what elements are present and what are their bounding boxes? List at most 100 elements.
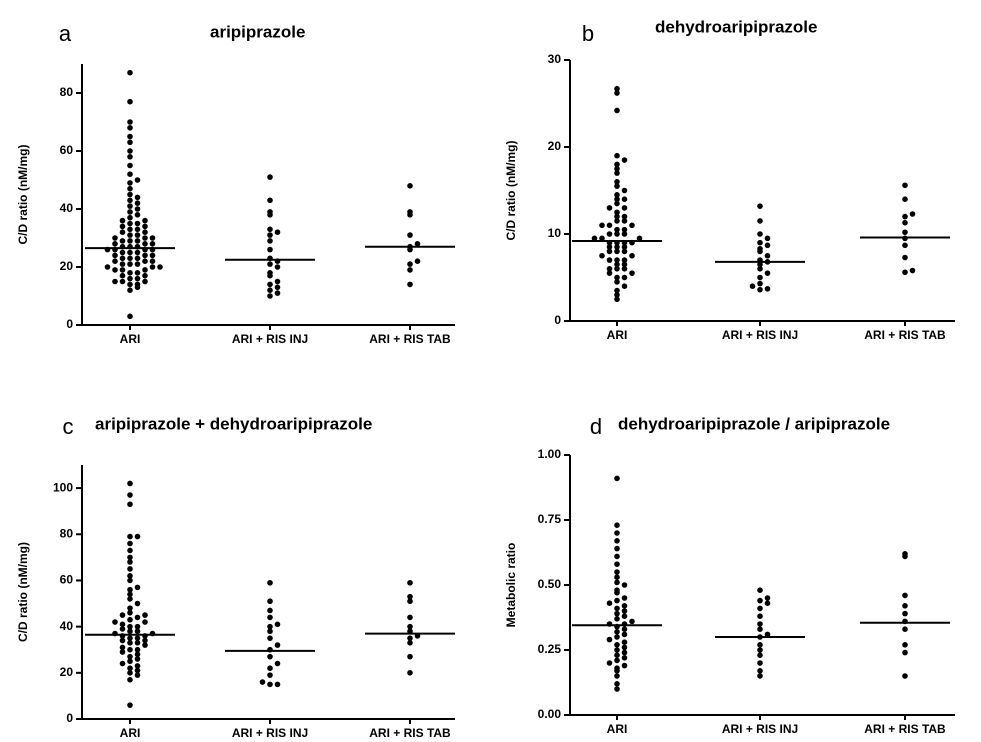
data-dot — [127, 670, 133, 676]
data-dot — [621, 205, 628, 211]
data-dot — [599, 252, 605, 259]
data-dot — [274, 229, 281, 235]
y-tick-label: 30 — [548, 52, 562, 66]
x-tick-label: ARI + RIS INJ — [232, 332, 308, 346]
data-dot — [614, 179, 620, 185]
y-tick-label: 0 — [554, 313, 561, 327]
data-dot — [757, 218, 763, 224]
data-dot — [127, 275, 133, 282]
data-dot — [127, 119, 133, 125]
data-dot — [621, 274, 628, 281]
data-dot — [407, 653, 413, 660]
data-dot — [764, 631, 771, 638]
data-dot — [902, 649, 908, 656]
data-dot — [267, 607, 273, 614]
data-dot — [149, 264, 156, 270]
data-dot — [621, 248, 628, 255]
data-dot — [407, 579, 413, 586]
data-dot — [614, 561, 620, 567]
data-dot — [142, 637, 148, 644]
data-dot — [757, 280, 763, 287]
data-dot — [134, 220, 141, 227]
data-dot — [142, 229, 148, 235]
data-dot — [614, 605, 620, 612]
data-dot — [757, 286, 763, 293]
data-dot — [134, 656, 141, 662]
data-dot — [112, 619, 118, 625]
data-dot — [757, 652, 763, 658]
y-tick-label: 40 — [60, 619, 74, 633]
data-dot — [119, 272, 126, 279]
data-dot — [267, 226, 273, 233]
data-dot — [757, 266, 763, 272]
data-dot — [764, 235, 771, 242]
data-dot — [407, 261, 413, 267]
data-dot — [614, 196, 620, 202]
data-dot — [757, 626, 763, 632]
data-dot — [119, 637, 126, 644]
data-dot — [274, 660, 281, 667]
data-dot — [119, 621, 126, 628]
data-dot — [614, 652, 620, 658]
data-dot — [407, 209, 413, 215]
data-dot — [127, 676, 133, 683]
data-dot — [119, 660, 126, 667]
data-dot — [267, 628, 273, 635]
data-dot — [127, 577, 133, 584]
data-dot — [614, 209, 620, 216]
data-dot — [127, 653, 133, 660]
data-dot — [614, 522, 620, 528]
data-dot — [127, 261, 133, 267]
data-dot — [621, 644, 628, 651]
data-dot — [134, 206, 141, 212]
data-dot — [127, 203, 133, 209]
data-dot — [902, 182, 908, 189]
data-dot — [127, 554, 133, 561]
data-dot — [267, 197, 273, 204]
data-dot — [407, 183, 413, 189]
data-dot — [127, 492, 133, 498]
data-dot — [614, 161, 620, 168]
x-tick-label: ARI + RIS TAB — [864, 328, 946, 342]
data-dot — [621, 213, 628, 220]
data-dot — [614, 287, 620, 294]
data-dot — [614, 616, 620, 622]
data-dot — [606, 270, 613, 276]
data-dot — [621, 187, 628, 194]
data-dot — [119, 626, 126, 632]
data-dot — [614, 85, 620, 92]
data-dot — [757, 673, 763, 679]
data-dot — [127, 249, 133, 256]
data-dot — [407, 614, 413, 621]
data-dot — [621, 603, 628, 609]
data-dot — [614, 665, 620, 671]
data-dot — [614, 553, 620, 560]
y-tick-label: 20 — [60, 259, 74, 273]
data-dot — [606, 231, 613, 237]
data-dot — [267, 209, 273, 215]
data-dot — [614, 279, 620, 285]
data-dot — [134, 194, 141, 201]
data-dot — [614, 257, 620, 263]
data-dot — [142, 267, 148, 273]
data-dot — [614, 244, 620, 250]
data-dot — [621, 662, 628, 669]
data-dot — [621, 244, 628, 250]
data-dot — [142, 278, 148, 285]
data-dot — [127, 191, 133, 198]
data-dot — [614, 218, 620, 224]
data-dot — [606, 660, 613, 666]
data-dot — [142, 235, 148, 241]
data-dot — [757, 587, 763, 593]
y-tick-label: 0 — [66, 711, 73, 725]
data-dot — [267, 623, 273, 630]
data-dot — [902, 610, 908, 617]
panel-letter: b — [582, 21, 594, 46]
x-tick-label: ARI — [607, 328, 628, 342]
y-tick-label: 20 — [60, 665, 74, 679]
data-dot — [119, 229, 126, 235]
data-dot — [614, 673, 620, 679]
data-dot — [614, 231, 620, 237]
data-dot — [749, 283, 756, 290]
